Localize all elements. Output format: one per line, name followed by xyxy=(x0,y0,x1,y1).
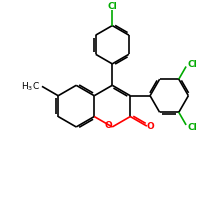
Text: Cl: Cl xyxy=(107,2,117,11)
Text: Cl: Cl xyxy=(187,123,197,132)
Text: O: O xyxy=(104,121,112,130)
Text: Cl: Cl xyxy=(187,60,197,69)
Text: O: O xyxy=(147,122,154,131)
Text: H$_3$C: H$_3$C xyxy=(21,80,40,93)
